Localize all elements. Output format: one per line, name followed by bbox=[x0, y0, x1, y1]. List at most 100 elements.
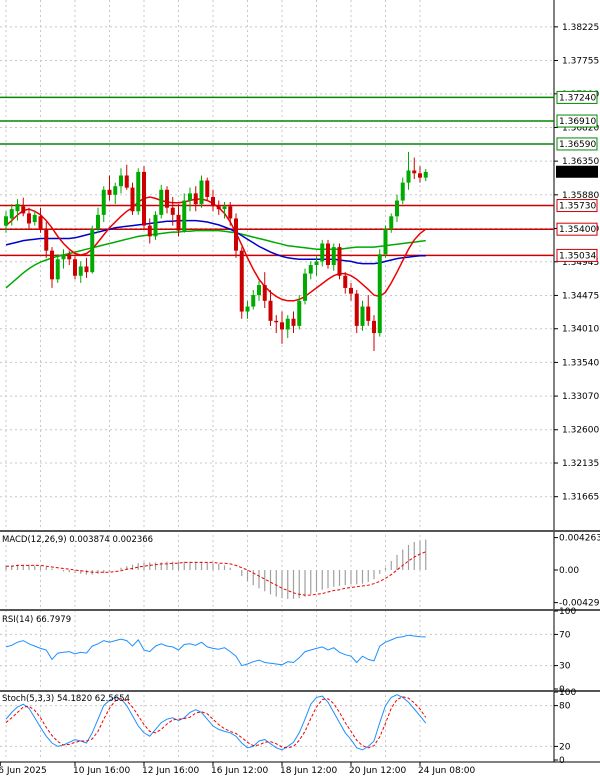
macd-tick-label: -0.004293 bbox=[559, 599, 600, 609]
candle bbox=[153, 211, 158, 240]
support-tag bbox=[556, 248, 598, 262]
candle-body bbox=[262, 285, 267, 301]
candle bbox=[4, 211, 8, 233]
candle bbox=[78, 261, 83, 283]
candle-body bbox=[205, 180, 210, 197]
candle bbox=[50, 247, 54, 288]
stoch-tick-label: 20 bbox=[559, 742, 571, 752]
candle bbox=[147, 218, 152, 244]
candle-body bbox=[78, 266, 83, 276]
candle bbox=[159, 184, 164, 219]
candle-body bbox=[308, 265, 313, 274]
rsi-label: RSI(14) 66.7979 bbox=[2, 615, 71, 625]
candle-body bbox=[314, 261, 319, 265]
candle bbox=[234, 213, 238, 258]
candle-body bbox=[228, 206, 233, 219]
candle-body bbox=[4, 216, 8, 226]
candle-body bbox=[21, 206, 26, 214]
candle-body bbox=[27, 213, 31, 224]
candle bbox=[280, 311, 284, 344]
candle bbox=[199, 175, 204, 208]
candle bbox=[268, 290, 273, 326]
candle-body bbox=[372, 320, 376, 334]
price-tick-label: 1.37755 bbox=[562, 57, 599, 67]
candle-body bbox=[366, 306, 371, 321]
candle bbox=[136, 168, 141, 215]
candle-body bbox=[44, 229, 49, 251]
candle-body bbox=[9, 209, 14, 219]
candle-body bbox=[423, 171, 428, 178]
candle-body bbox=[285, 318, 290, 330]
candle-body bbox=[130, 187, 135, 212]
rsi-tick-label: 100 bbox=[559, 607, 576, 617]
candle-body bbox=[216, 206, 221, 210]
candle bbox=[119, 168, 123, 194]
stoch-tick-label: 80 bbox=[559, 702, 571, 712]
candle bbox=[211, 189, 215, 212]
candle-body bbox=[234, 218, 238, 251]
candle-body bbox=[320, 243, 325, 262]
price-tick-label: 1.32600 bbox=[562, 426, 599, 436]
candle-body bbox=[61, 254, 66, 260]
candle bbox=[216, 200, 221, 215]
candle bbox=[222, 201, 227, 219]
candle bbox=[84, 257, 89, 278]
candle-body bbox=[113, 186, 118, 195]
candle bbox=[308, 261, 313, 280]
candle bbox=[262, 272, 267, 308]
candle-body bbox=[354, 293, 359, 326]
stoch-label: Stoch(5,3,3) 54.1820 62.5654 bbox=[2, 694, 130, 704]
macd-tick-label: 0.004263 bbox=[559, 534, 600, 544]
time-label: 12 Jun 16:00 bbox=[142, 766, 199, 776]
stoch-tick-label: 0 bbox=[559, 756, 565, 766]
candle bbox=[21, 197, 26, 217]
candle-body bbox=[297, 300, 302, 326]
resistance-tag bbox=[556, 114, 598, 128]
candle-body bbox=[389, 216, 394, 230]
candle-body bbox=[412, 170, 417, 174]
candle-body bbox=[15, 204, 20, 212]
candle bbox=[130, 182, 135, 215]
price-tick-label: 1.31665 bbox=[562, 493, 599, 503]
price-tick-label: 1.35880 bbox=[562, 191, 599, 201]
rsi-tick-label: 30 bbox=[559, 662, 571, 672]
candle bbox=[400, 177, 405, 205]
candle bbox=[354, 290, 359, 334]
price-tick-label: 1.34475 bbox=[562, 291, 599, 301]
candle bbox=[193, 186, 198, 212]
candle-body bbox=[147, 225, 152, 237]
candle bbox=[366, 295, 371, 326]
candle bbox=[73, 256, 77, 280]
candle-body bbox=[331, 247, 336, 265]
current-price-tag bbox=[556, 165, 598, 178]
symbol-header: GBPUSD,H4 1.36103 1.36239 1.36073 1.3620… bbox=[2, 0, 215, 1]
candle-body bbox=[124, 175, 129, 188]
candle-body bbox=[406, 170, 411, 183]
candle-body bbox=[90, 229, 95, 273]
current-price-label: 1.36202 bbox=[559, 168, 596, 178]
candle-body bbox=[193, 193, 198, 205]
candle-body bbox=[153, 214, 158, 237]
rsi-line bbox=[5, 634, 426, 667]
candle bbox=[418, 166, 422, 183]
candle bbox=[395, 194, 399, 223]
candle-body bbox=[360, 306, 365, 326]
candle-body bbox=[251, 295, 256, 307]
candle-body bbox=[182, 200, 187, 231]
support-label: 1.35034 bbox=[559, 251, 596, 261]
candle bbox=[285, 315, 290, 339]
candle-body bbox=[67, 254, 72, 260]
candle-body bbox=[107, 189, 112, 195]
ma-fast-line bbox=[5, 196, 427, 302]
candle bbox=[61, 249, 66, 269]
candle bbox=[176, 204, 181, 237]
macd-label: MACD(12,26,9) 0.003874 0.002366 bbox=[2, 535, 153, 545]
macd-tick-label: 0.00 bbox=[559, 566, 579, 576]
candle bbox=[124, 164, 129, 190]
candle-body bbox=[400, 182, 405, 201]
candle bbox=[182, 193, 187, 233]
candle-body bbox=[377, 254, 382, 334]
ma-slow-line bbox=[5, 229, 426, 289]
candle-body bbox=[280, 322, 284, 330]
